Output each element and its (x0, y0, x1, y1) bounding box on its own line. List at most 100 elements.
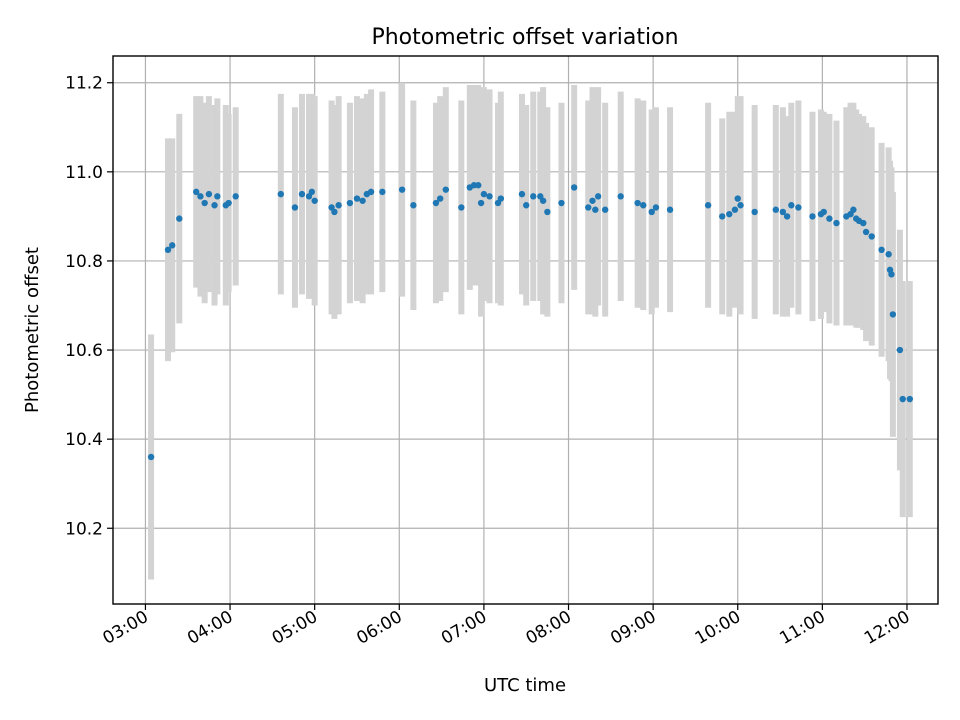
data-point (477, 199, 485, 207)
data-point (601, 206, 609, 213)
data-point (432, 199, 440, 207)
data-point (594, 193, 602, 200)
data-point (410, 202, 417, 209)
x-tick-label: 08:00 (523, 607, 575, 649)
x-tick-label: 03:00 (100, 607, 152, 649)
data-point (592, 206, 599, 213)
x-tick-label: 11:00 (776, 607, 828, 649)
x-tick-label: 12:00 (861, 607, 913, 649)
data-point (291, 204, 299, 211)
y-axis-ticks: 10.2 10.4 10.6 10.8 11.0 11.2 (65, 74, 113, 539)
data-point (726, 210, 733, 218)
data-point (666, 206, 674, 213)
data-point (585, 204, 592, 211)
y-tick-label: 11.2 (65, 74, 103, 94)
chart-title: Photometric offset variation (371, 25, 678, 50)
x-tick-label: 05:00 (269, 607, 321, 649)
data-point (367, 188, 375, 196)
data-point (788, 202, 795, 209)
data-point (617, 193, 624, 200)
data-point (359, 197, 366, 204)
data-point (737, 202, 744, 209)
data-point (486, 193, 493, 200)
data-point (539, 197, 547, 204)
data-point (458, 204, 465, 211)
data-point (862, 228, 870, 236)
data-point (589, 197, 596, 204)
y-tick-label: 11.0 (65, 163, 103, 183)
data-point (353, 195, 361, 202)
data-point (906, 395, 913, 403)
y-axis-label: Photometric offset (22, 247, 43, 413)
data-point (523, 202, 530, 209)
data-point (335, 202, 342, 209)
data-point (826, 215, 833, 222)
x-axis-label: UTC time (484, 675, 566, 696)
data-point (176, 215, 183, 222)
data-point (751, 208, 758, 216)
data-point (896, 346, 904, 354)
x-tick-label: 07:00 (438, 607, 490, 649)
data-point (544, 208, 551, 216)
data-point (480, 190, 488, 198)
error-bars (148, 82, 913, 580)
x-tick-label: 06:00 (353, 607, 405, 649)
data-point (298, 190, 306, 198)
x-tick-label: 10:00 (692, 607, 744, 649)
data-point (331, 208, 338, 216)
data-point (308, 188, 316, 196)
x-axis-ticks: 03:00 04:00 05:00 06:00 07:00 08:00 09:00 10:00… (100, 604, 913, 649)
y-tick-label: 10.8 (65, 252, 103, 272)
data-point (346, 199, 354, 207)
data-point (201, 199, 208, 207)
data-point (518, 190, 526, 198)
data-point (211, 202, 218, 209)
data-point (878, 246, 885, 254)
data-point (809, 213, 816, 220)
data-point (868, 233, 875, 240)
data-point (885, 251, 892, 258)
data-point (640, 202, 647, 209)
data-point (497, 195, 505, 202)
data-point (436, 195, 444, 202)
data-point (225, 199, 232, 207)
y-tick-label: 10.4 (65, 430, 103, 450)
y-tick-label: 10.6 (65, 341, 103, 361)
data-point (772, 206, 780, 213)
data-point (311, 197, 318, 204)
data-point (193, 188, 200, 196)
data-point (197, 193, 204, 200)
data-point (779, 208, 787, 216)
data-point (379, 188, 386, 196)
data-point (169, 242, 176, 249)
data-point (147, 453, 155, 461)
data-point (889, 311, 897, 318)
data-point (570, 184, 578, 191)
data-point (888, 271, 895, 278)
data-point (719, 213, 726, 220)
data-point (558, 199, 565, 207)
data-points (147, 182, 913, 461)
plot-frame (112, 55, 939, 605)
data-point (899, 395, 906, 403)
data-point (398, 186, 406, 193)
data-point (214, 193, 221, 200)
data-point (783, 213, 791, 220)
data-point (731, 206, 739, 213)
data-point (795, 204, 802, 211)
data-point (205, 190, 213, 198)
data-point (833, 219, 840, 227)
data-point (442, 186, 450, 193)
data-point (652, 204, 660, 211)
x-tick-label: 04:00 (184, 607, 236, 649)
data-point (164, 246, 172, 254)
data-point (860, 219, 867, 227)
data-point (850, 206, 857, 213)
x-tick-label: 09:00 (607, 607, 659, 649)
data-point (232, 193, 239, 200)
data-point (277, 190, 285, 198)
data-point (704, 202, 712, 209)
data-point (648, 208, 655, 216)
y-tick-label: 10.2 (65, 519, 103, 539)
